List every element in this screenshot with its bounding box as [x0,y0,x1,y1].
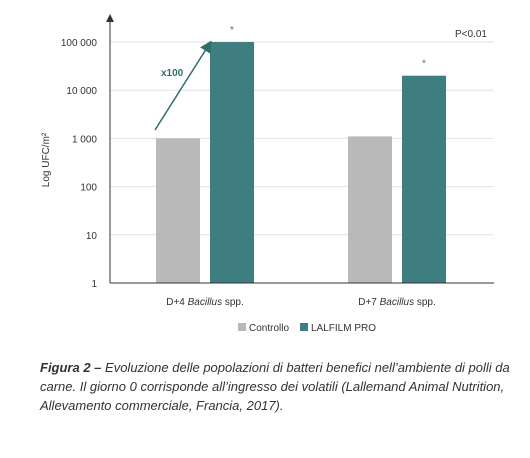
bars [156,42,446,283]
x-tick-label: D+4 Bacillus spp. [166,297,244,308]
y-tick-label: 10 000 [66,86,97,97]
y-tick-label: 100 000 [61,38,98,49]
axes [106,14,494,284]
p-value-label: P<0.01 [455,29,487,40]
y-axis-arrowhead [106,14,114,22]
y-tick-label: 100 [80,183,97,194]
bar [210,42,254,283]
increase-arrow [154,40,212,131]
legend-swatch [300,323,308,331]
legend-label: LALFILM PRO [311,323,376,334]
figure-caption: Figura 2 – Evoluzione delle popolazioni … [40,358,510,415]
y-tick-label: 1 000 [72,134,97,145]
legend-swatch [238,323,246,331]
increase-arrow-label: x100 [161,68,184,79]
legend: Controllo LALFILM PRO [238,323,376,334]
bar [156,138,200,283]
bar [402,75,446,283]
caption-text: Evoluzione delle popolazioni di batteri … [40,360,510,413]
caption-label: Figura 2 – [40,360,102,375]
significance-star: * [422,59,426,70]
y-axis-label: Log UFC/m² [41,132,52,187]
labels: Log UFC/m² P<0.01 1 10 100 1 000 10 000 100 0… [41,25,487,308]
bar [348,136,392,283]
annotations: x100 [154,40,212,131]
y-tick-label: 1 [91,279,97,290]
legend-label: Controllo [249,323,289,334]
x-tick-label: D+7 Bacillus spp. [358,297,436,308]
bar-chart: Log UFC/m² P<0.01 1 10 100 1 000 10 000 100 0… [41,14,494,334]
significance-star: * [230,25,234,36]
y-tick-label: 10 [86,231,98,242]
